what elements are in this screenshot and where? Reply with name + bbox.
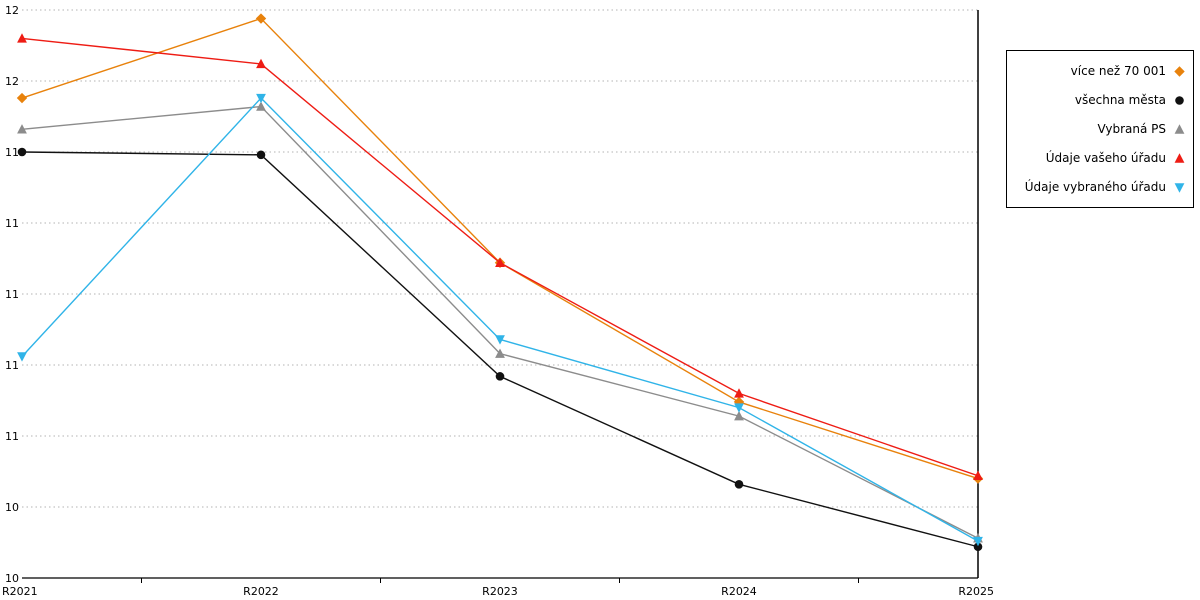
legend: více než 70 001 všechna města Vybraná PS Úd… [1006, 50, 1194, 208]
x-tick-label: R2022 [243, 585, 279, 598]
triangle-up-marker-icon [256, 101, 266, 111]
series-line-2 [21, 105, 979, 539]
y-tick-label: 12 [5, 75, 19, 88]
diamond-marker-icon [16, 92, 28, 104]
x-tick-label: R2024 [721, 585, 757, 598]
legend-label: Údaje vašeho úřadu [1045, 151, 1166, 165]
diamond-marker-icon [1174, 65, 1185, 77]
triangle-down-legend-marker-icon [1174, 182, 1185, 193]
y-tick-label: 12 [5, 4, 19, 17]
x-tick-label: R2025 [958, 585, 994, 598]
triangle-down-marker-icon [1174, 182, 1185, 193]
legend-item: Údaje vašeho úřadu [1014, 148, 1186, 168]
y-tick-label: 11 [5, 217, 19, 230]
diamond-marker-icon [255, 13, 267, 24]
triangle-up-marker-icon [1174, 152, 1185, 163]
triangle-down-marker-icon [973, 536, 983, 547]
series-line-0 [21, 17, 979, 480]
triangle-down-marker-icon [734, 403, 744, 413]
diamond-legend-marker-icon [1174, 65, 1185, 77]
series-line-3 [21, 37, 979, 477]
triangle-up-marker-icon [734, 410, 744, 421]
legend-label: Údaje vybraného úřadu [1024, 180, 1166, 194]
circle-marker-icon [734, 479, 744, 489]
triangle-down-marker-icon [495, 335, 505, 345]
circle-marker-icon [495, 372, 505, 381]
y-tick-label: 11 [5, 146, 19, 159]
circle-marker-icon [256, 150, 266, 160]
series-line-4 [21, 97, 979, 542]
triangle-up-marker-icon [1174, 123, 1185, 134]
y-tick-label: 11 [5, 288, 19, 301]
x-tick-label: R2023 [482, 585, 518, 598]
y-tick-label: 10 [5, 572, 19, 585]
triangle-up-marker-icon [973, 470, 983, 480]
circle-legend-marker-icon [1175, 95, 1184, 105]
triangle-up-marker-icon [17, 33, 27, 43]
legend-label: všechna města [1074, 93, 1166, 107]
triangle-up-marker-icon [495, 257, 505, 267]
legend-item: Vybraná PS [1014, 119, 1186, 139]
triangle-down-marker-icon [17, 352, 27, 362]
legend-item: více než 70 001 [1014, 61, 1186, 81]
circle-marker-icon [17, 147, 27, 157]
legend-label: více než 70 001 [1070, 64, 1166, 78]
triangle-down-marker-icon [256, 93, 266, 104]
circle-marker-icon [1175, 95, 1184, 105]
y-tick-label: 10 [5, 501, 19, 514]
triangle-up-marker-icon [17, 124, 27, 134]
x-tick-label: R2021 [2, 585, 38, 598]
triangle-up-marker-icon [256, 58, 266, 69]
y-tick-label: 11 [5, 359, 19, 372]
triangle-up-legend-marker-icon [1174, 123, 1185, 134]
triangle-up-marker-icon [734, 388, 744, 398]
legend-item: všechna města [1014, 90, 1186, 110]
legend-item: Údaje vybraného úřadu [1014, 177, 1186, 197]
triangle-up-legend-marker-icon [1174, 152, 1185, 163]
y-tick-label: 11 [5, 430, 19, 443]
circle-marker-icon [973, 542, 983, 552]
triangle-up-marker-icon [495, 348, 505, 358]
legend-label: Vybraná PS [1097, 122, 1166, 136]
